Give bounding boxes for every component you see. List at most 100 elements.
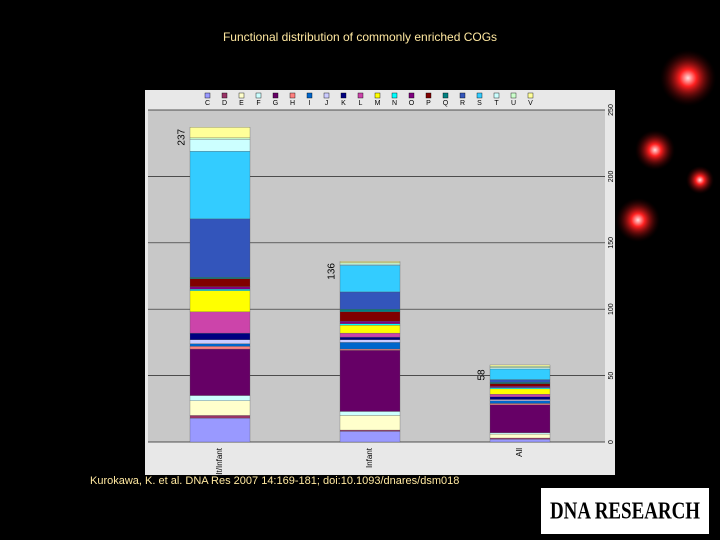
bar-segment [189,311,251,334]
bar-segment [189,290,251,313]
legend-label: Q [443,100,449,107]
y-tick-label: 0 [608,440,615,444]
bar-segment [189,415,251,419]
bar-segment [189,339,251,344]
legend-label: V [528,100,533,107]
bar-segment [339,324,401,334]
x-tick-label: All [515,448,524,457]
bar-segment [189,139,251,152]
legend-swatch [527,92,534,99]
legend-swatch [238,92,245,99]
bar-segment [489,403,551,405]
bar-segment [489,400,551,404]
bar-segment [189,127,251,139]
legend-swatch [289,92,296,99]
bar-segment [489,368,551,380]
decoration [616,198,660,242]
x-tick-label: Adult/Infant [215,447,224,488]
legend-swatch [255,92,262,99]
legend-label: C [205,100,210,107]
logo-box [541,488,709,534]
bar-segment [489,382,551,384]
legend-swatch [204,92,211,99]
bar-segment [189,400,251,416]
bar-segment [189,218,251,278]
legend-swatch [340,92,347,99]
bar-segment [339,311,401,322]
bar-segment [189,137,251,140]
legend-label: F [256,100,260,107]
bar-segment [489,386,551,388]
legend-label: S [477,100,482,107]
legend-label: U [511,100,516,107]
y-tick-label: 150 [608,237,615,249]
legend-label: D [222,100,227,107]
chart: 0 50 100 150 200 250 C D E F G H I J K L M N O P Q R S T U V 237 Ad… [148,92,615,488]
legend-swatch [493,92,500,99]
legend-swatch [408,92,415,99]
legend-swatch [221,92,228,99]
y-tick-label: 100 [608,303,615,315]
bar-segment [489,388,551,395]
y-tick-label: 200 [608,170,615,182]
legend-swatch [442,92,449,99]
legend-swatch [510,92,517,99]
bar-segment [489,364,551,367]
bar-segment [189,332,251,340]
bar-segment [339,291,401,310]
bar-segment [339,323,401,326]
legend-label: N [392,100,397,107]
bar-segment [489,433,551,439]
bar-segment [489,396,551,400]
bar-segment [489,399,551,401]
legend-label: R [460,100,465,107]
bar-segment [339,348,401,351]
bar-segment [489,394,551,397]
logo: DNA RESEARCH [550,499,700,525]
bar-segment [489,379,551,383]
decoration [686,166,714,194]
legend-label: J [325,100,329,107]
bar-segment [489,383,551,387]
citation: Kurokawa, K. et al. DNA Res 2007 14:169-… [90,475,459,487]
data-label: 237 [177,128,188,145]
legend-label: G [273,100,278,107]
legend-label: O [409,100,415,107]
legend-swatch [391,92,398,99]
bar-segment [339,411,401,416]
bar-segment [189,348,251,396]
data-label: 136 [327,263,338,280]
bar-segment [339,415,401,431]
legend-swatch [306,92,313,99]
legend-swatch [459,92,466,99]
bar-segment [189,346,251,350]
legend-label: L [359,100,363,107]
bar-segment [339,339,401,343]
bar-segment [339,350,401,412]
bar-segment [489,404,551,433]
decoration [635,130,675,170]
bar-segment [339,429,401,432]
bar-segment [189,278,251,287]
chart-title: Functional distribution of commonly enri… [223,30,497,44]
bar-segment [339,336,401,340]
legend-swatch [323,92,330,99]
y-tick-label: 50 [608,372,615,380]
bar-segment [339,321,401,324]
decoration [660,50,716,106]
bar-segment [339,263,401,266]
bar-segment [189,277,251,279]
bar-segment [189,395,251,401]
bar-segment [339,265,401,293]
bar-segment [489,437,551,440]
bar-segment [189,286,251,290]
legend-label: E [239,100,244,107]
legend-label: T [494,100,499,107]
bar-segment [489,432,551,435]
x-tick-label: Infant [365,447,374,468]
bar-segment [489,387,551,390]
bar-segment [489,366,551,368]
bar-segment [489,367,551,370]
